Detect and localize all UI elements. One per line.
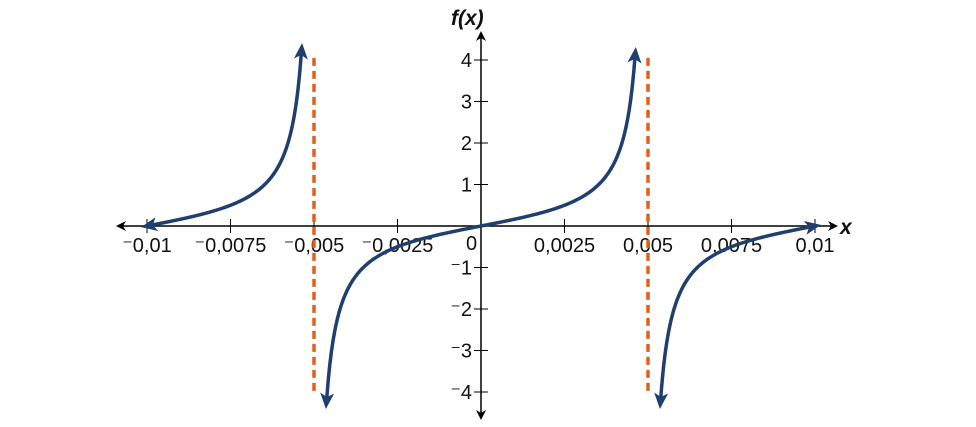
y-tick-label: 3 (461, 92, 472, 114)
y-tick-label: 1 (461, 175, 472, 197)
y-tick-label: ⁻1 (450, 258, 472, 280)
curve-branch (320, 47, 642, 409)
curve-branch (141, 43, 308, 231)
curves (141, 43, 821, 409)
origin-label: 0 (466, 233, 477, 255)
labels: x f(x) 0 (451, 7, 853, 255)
x-tick-label: ⁻0,01 (122, 235, 171, 257)
x-tick-label: 0,0025 (534, 235, 595, 257)
y-tick-label: ⁻3 (450, 341, 472, 363)
x-tick-label: 0,01 (796, 235, 835, 257)
asymptotes (312, 57, 650, 392)
y-tick-label: ⁻4 (450, 382, 472, 404)
x-axis-label: x (839, 216, 853, 239)
y-tick-label: 2 (461, 133, 472, 155)
x-tick-label: ⁻0,0075 (195, 235, 267, 257)
y-tick-label: ⁻2 (450, 299, 472, 321)
y-axis-label: f(x) (451, 7, 484, 30)
curve-branch (654, 221, 821, 409)
y-tick-label: 4 (461, 50, 472, 72)
